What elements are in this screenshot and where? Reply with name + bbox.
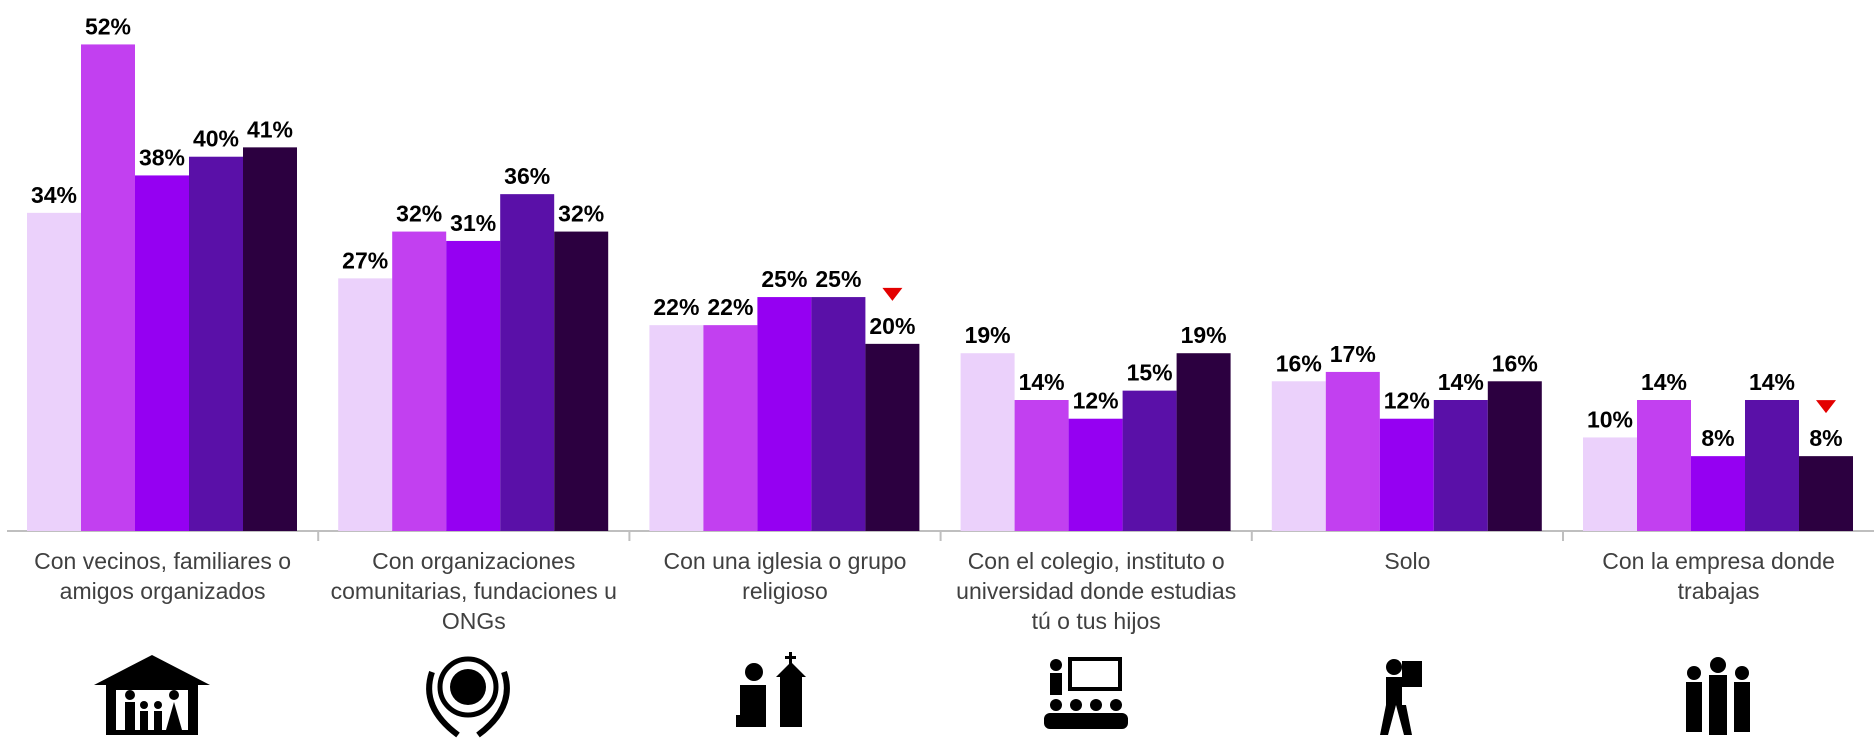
bar <box>1176 353 1231 531</box>
icons <box>94 652 1750 738</box>
value-label: 32% <box>396 201 442 227</box>
x-tick-label: Con el colegio, instituto o universidad … <box>956 548 1237 634</box>
bar <box>392 231 447 532</box>
bar <box>27 212 81 531</box>
bar <box>554 231 609 532</box>
icon-alone <box>1380 659 1422 735</box>
value-label: 14% <box>1438 369 1484 395</box>
bar <box>960 353 1015 531</box>
icon-family <box>94 655 210 735</box>
value-label: 32% <box>558 201 604 227</box>
bar <box>1487 381 1542 531</box>
x-tick-label: Con la empresa donde trabajas <box>1602 548 1835 604</box>
value-label: 25% <box>761 266 807 292</box>
value-label: 19% <box>1181 322 1227 348</box>
value-label: 36% <box>504 163 550 189</box>
bar <box>243 147 297 531</box>
value-label: 52% <box>85 13 131 39</box>
value-label: 14% <box>1641 369 1687 395</box>
value-label: 22% <box>707 294 753 320</box>
bar <box>1583 437 1637 531</box>
value-label: 27% <box>342 247 388 273</box>
value-label: 14% <box>1749 369 1795 395</box>
icon-team <box>1686 657 1750 735</box>
decrease-marker <box>882 287 903 301</box>
bar <box>1691 456 1745 531</box>
x-tick-label-box: Con organizaciones comunitarias, fundaci… <box>330 548 617 634</box>
x-tick-label-box: Con vecinos, familiares o amigos organiz… <box>34 548 292 604</box>
bar <box>757 297 812 531</box>
bar <box>81 44 135 532</box>
bar <box>135 175 189 531</box>
value-label: 22% <box>653 294 699 320</box>
bar <box>189 156 243 531</box>
value-label: 8% <box>1809 425 1842 451</box>
bar <box>1433 400 1488 531</box>
bar <box>1325 371 1380 531</box>
bar <box>1637 400 1691 531</box>
bar <box>446 240 501 531</box>
value-label: 12% <box>1384 388 1430 414</box>
bar <box>1799 456 1853 531</box>
x-tick-label: Con vecinos, familiares o amigos organiz… <box>34 548 292 604</box>
value-label: 15% <box>1127 360 1173 386</box>
bar <box>338 278 393 531</box>
value-label: 14% <box>1019 369 1065 395</box>
x-tick-label: Solo <box>1384 548 1431 574</box>
value-label: 19% <box>965 322 1011 348</box>
bar <box>649 325 704 531</box>
bar <box>1068 418 1123 531</box>
value-label: 16% <box>1492 350 1538 376</box>
x-tick-label-box: Con la empresa donde trabajas <box>1602 548 1835 604</box>
icon-church <box>736 652 806 727</box>
value-label: 16% <box>1276 350 1322 376</box>
value-label: 17% <box>1330 341 1376 367</box>
bar <box>1014 400 1069 531</box>
value-label: 20% <box>869 313 915 339</box>
value-label: 40% <box>193 126 239 152</box>
bar <box>811 297 866 531</box>
bar <box>1379 418 1434 531</box>
value-label: 41% <box>247 116 293 142</box>
value-label: 8% <box>1701 425 1734 451</box>
icon-class <box>1044 657 1128 729</box>
x-tick-label: Con organizaciones comunitarias, fundaci… <box>330 548 617 634</box>
x-tick-label-box: Con el colegio, instituto o universidad … <box>956 548 1237 634</box>
value-label: 10% <box>1587 406 1633 432</box>
bar <box>1271 381 1326 531</box>
x-tick-label-box: Solo <box>1384 548 1431 574</box>
bar <box>500 194 555 531</box>
icon-unicef <box>426 656 510 738</box>
bar <box>703 325 758 531</box>
x-tick-label-box: Con una iglesia o grupo religioso <box>663 548 907 604</box>
value-label: 38% <box>139 144 185 170</box>
value-label: 12% <box>1073 388 1119 414</box>
decrease-marker <box>1816 400 1836 414</box>
bar <box>1122 390 1177 531</box>
value-label: 25% <box>815 266 861 292</box>
value-label: 31% <box>450 210 496 236</box>
value-label: 34% <box>31 182 77 208</box>
bar <box>1745 400 1799 531</box>
x-tick-label: Con una iglesia o grupo religioso <box>663 548 907 604</box>
bar <box>865 343 920 531</box>
